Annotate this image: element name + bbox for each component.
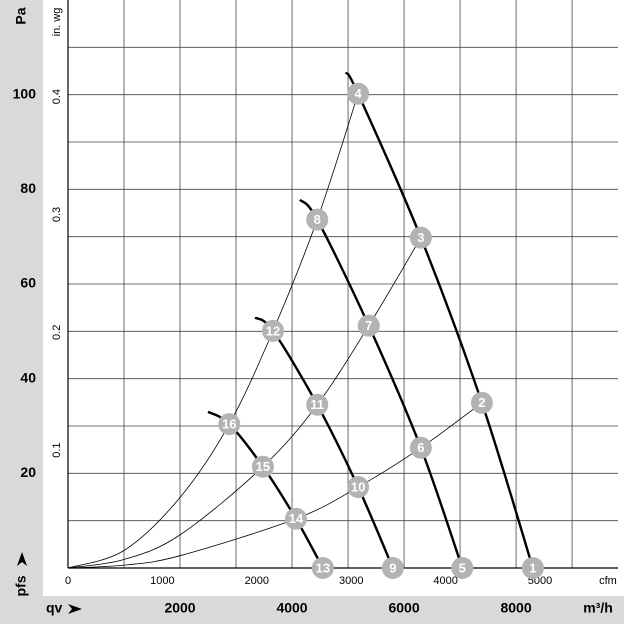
y-tick-label: 100 xyxy=(13,85,37,101)
operating-point xyxy=(347,82,370,105)
point-label: 3 xyxy=(417,230,424,245)
x2-tick-label: 3000 xyxy=(339,575,363,587)
x-axis-label: m³/h xyxy=(583,600,613,616)
x-tick-label: 4000 xyxy=(276,600,307,616)
point-label: 11 xyxy=(310,397,324,412)
x-arrow xyxy=(68,604,82,614)
point-label: 7 xyxy=(365,318,372,333)
x2-tick-label: 1000 xyxy=(150,575,174,587)
point-label: 16 xyxy=(222,417,236,432)
point-label: 12 xyxy=(266,323,280,338)
point-label: 15 xyxy=(256,459,270,474)
point-label: 13 xyxy=(316,560,330,575)
y-tick-label: 60 xyxy=(20,275,36,291)
operating-point xyxy=(284,507,307,530)
x-tick-label: 6000 xyxy=(388,600,419,616)
x-tick-label: 2000 xyxy=(164,600,195,616)
point-label: 1 xyxy=(529,560,536,575)
labels: 20 40 60 80 100 0.1 0.2 0.3 0.4 2000 4000 6000 8000 0… xyxy=(13,82,552,616)
x2-axis-label: cfm xyxy=(599,575,617,587)
point-label: 2 xyxy=(478,395,485,410)
y2-axis-label: in. wg xyxy=(51,8,63,37)
x-symbol: qv xyxy=(46,600,63,616)
point-label: 14 xyxy=(289,511,304,526)
operating-point xyxy=(306,208,329,231)
y-tick-label: 40 xyxy=(20,369,36,385)
y-tick-label: 20 xyxy=(20,464,36,480)
point-label: 8 xyxy=(314,212,321,227)
operating-point xyxy=(521,557,544,579)
y-axis-label: Pa xyxy=(13,7,29,24)
point-label: 6 xyxy=(417,440,424,455)
left-band xyxy=(0,0,43,624)
bottom-band xyxy=(0,596,624,624)
operating-point xyxy=(251,455,274,478)
y2-tick-label: 0.3 xyxy=(51,207,63,222)
y-tick-label: 80 xyxy=(20,180,36,196)
point-label: 10 xyxy=(351,479,365,494)
x2-tick-label: 0 xyxy=(65,575,71,587)
fan-curve xyxy=(207,410,324,569)
x-tick-label: 8000 xyxy=(500,600,531,616)
operating-point xyxy=(451,557,474,579)
operating-point xyxy=(409,226,432,249)
operating-point xyxy=(347,476,370,499)
fan-curve xyxy=(298,198,464,569)
x2-tick-label: 4000 xyxy=(433,575,457,587)
point-label: 9 xyxy=(389,560,396,575)
y-arrow xyxy=(17,552,27,566)
y2-tick-label: 0.2 xyxy=(51,325,63,340)
point-label: 5 xyxy=(459,560,466,575)
system-curve xyxy=(67,93,359,569)
grid xyxy=(67,0,618,569)
x2-tick-label: 2000 xyxy=(245,575,269,587)
operating-point xyxy=(306,393,329,416)
y-symbol: pfs xyxy=(13,575,29,596)
y2-tick-label: 0.4 xyxy=(51,89,63,104)
system-curve xyxy=(67,237,422,569)
operating-point xyxy=(357,314,380,337)
point-label: 4 xyxy=(355,86,363,101)
y2-tick-label: 0.1 xyxy=(51,443,63,458)
operating-point xyxy=(311,557,334,579)
operating-point xyxy=(261,319,284,342)
curves xyxy=(67,71,535,569)
operating-point xyxy=(409,436,432,459)
operating-point xyxy=(470,391,493,414)
operating-point xyxy=(381,557,404,579)
fan-curve xyxy=(254,316,394,569)
operating-point xyxy=(218,413,241,436)
